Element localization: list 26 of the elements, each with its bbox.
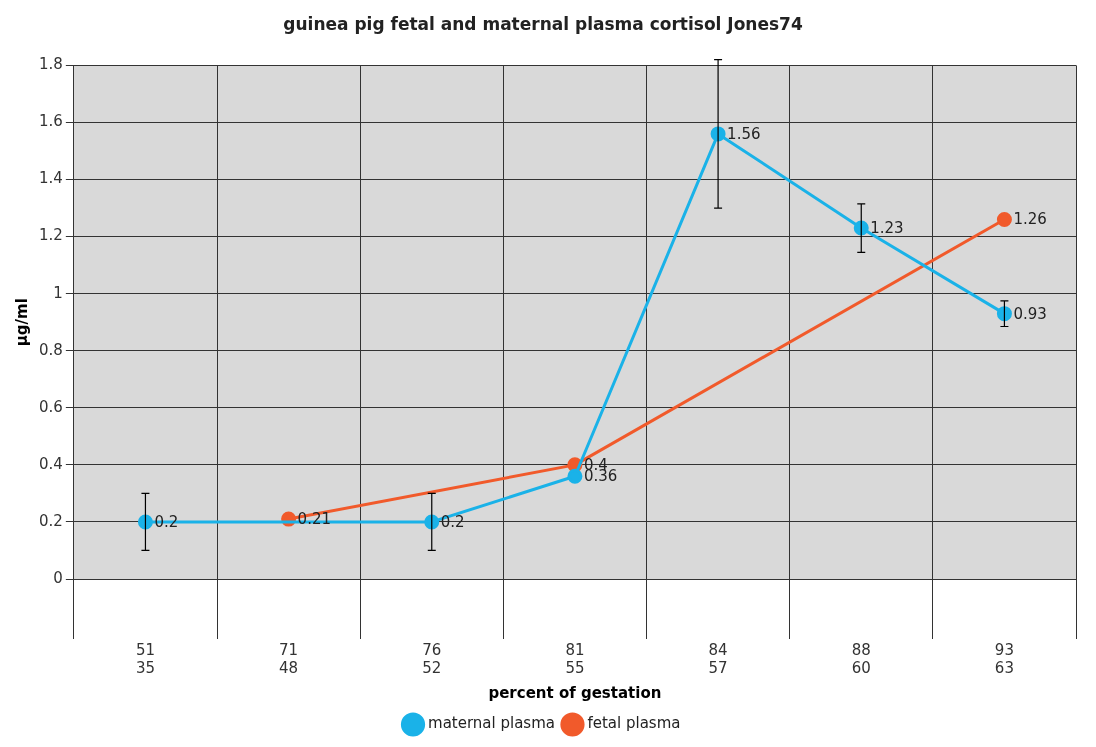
y-tick-label: 0.8 xyxy=(39,340,63,359)
y-tick-label: 1.8 xyxy=(39,55,63,74)
x-tick-label: 76 52 xyxy=(422,640,442,677)
x-axis-title: percent of gestation xyxy=(488,683,662,702)
y-tick-label: 0 xyxy=(53,568,63,587)
y-tick-label: 1.2 xyxy=(39,226,63,245)
chart-title: guinea pig fetal and maternal plasma cortisol Jones74 xyxy=(283,13,803,34)
data-label: 1.26 xyxy=(1013,210,1047,229)
y-tick-label: 1.6 xyxy=(39,112,63,131)
x-tick-label: 81 55 xyxy=(565,640,585,677)
y-tick-label: 1.4 xyxy=(39,169,63,188)
x-tick-label: 93 63 xyxy=(994,640,1014,677)
data-label: 1.56 xyxy=(727,124,761,143)
y-tick-label: 0.6 xyxy=(39,397,63,416)
y-tick-label: 0.2 xyxy=(39,511,63,530)
x-tick-label: 71 48 xyxy=(279,640,299,677)
y-tick-label: 0.4 xyxy=(39,454,63,473)
x-tick-label: 88 60 xyxy=(851,640,871,677)
legend-label: maternal plasma xyxy=(428,714,555,733)
x-tick-label: 84 57 xyxy=(708,640,728,677)
y-axis-title: µg/ml xyxy=(12,298,31,347)
data-label: 0.93 xyxy=(1013,304,1047,323)
y-tick-label: 1 xyxy=(53,283,63,302)
x-tick-label: 51 35 xyxy=(135,640,155,677)
data-label: 1.23 xyxy=(870,218,904,237)
legend-label: fetal plasma xyxy=(587,714,681,733)
